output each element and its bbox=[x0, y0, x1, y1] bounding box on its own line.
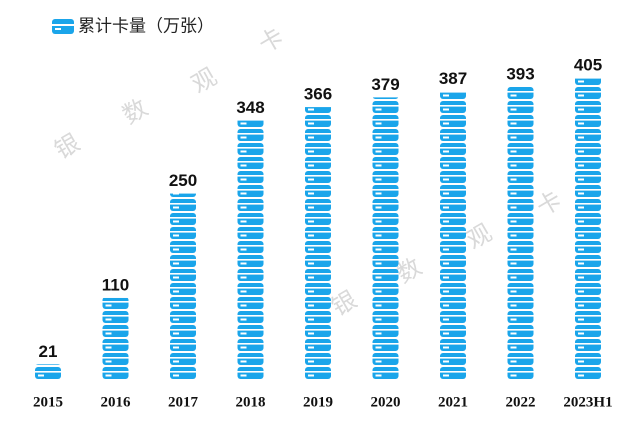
value-label: 110 bbox=[102, 275, 129, 294]
bar bbox=[372, 97, 399, 380]
bar bbox=[440, 91, 466, 380]
bar bbox=[102, 297, 129, 380]
value-label: 405 bbox=[574, 55, 602, 74]
x-tick-label: 2020 bbox=[371, 394, 401, 410]
bar bbox=[170, 193, 196, 380]
bar bbox=[305, 107, 331, 380]
watermark: 观 bbox=[462, 219, 496, 254]
value-label: 366 bbox=[304, 85, 332, 104]
x-tick-label: 2019 bbox=[303, 394, 333, 410]
bar bbox=[507, 86, 534, 380]
legend-icon bbox=[52, 19, 74, 34]
watermark: 银 bbox=[327, 286, 361, 321]
watermark: 银 bbox=[50, 129, 84, 164]
watermark: 卡 bbox=[254, 23, 288, 58]
bar bbox=[575, 78, 601, 380]
chart-title: 累计卡量（万张） bbox=[78, 16, 214, 35]
x-tick-label: 2022 bbox=[506, 394, 536, 410]
x-tick-label: 2015 bbox=[33, 394, 63, 410]
value-label: 379 bbox=[371, 75, 399, 94]
value-label: 393 bbox=[506, 64, 534, 83]
watermark: 数 bbox=[118, 94, 152, 129]
value-label: 250 bbox=[169, 171, 197, 190]
bar bbox=[237, 120, 264, 381]
x-tick-label: 2016 bbox=[101, 394, 132, 410]
x-tick-label: 2017 bbox=[168, 394, 199, 410]
value-label: 348 bbox=[236, 98, 264, 117]
value-label: 21 bbox=[39, 342, 58, 361]
watermark: 观 bbox=[187, 63, 221, 98]
watermark: 卡 bbox=[532, 186, 566, 221]
value-label: 387 bbox=[439, 69, 467, 88]
x-tick-label: 2021 bbox=[438, 394, 468, 410]
x-tick-label: 2018 bbox=[236, 394, 266, 410]
x-tick-label: 2023H1 bbox=[563, 394, 612, 410]
bar bbox=[35, 364, 61, 380]
